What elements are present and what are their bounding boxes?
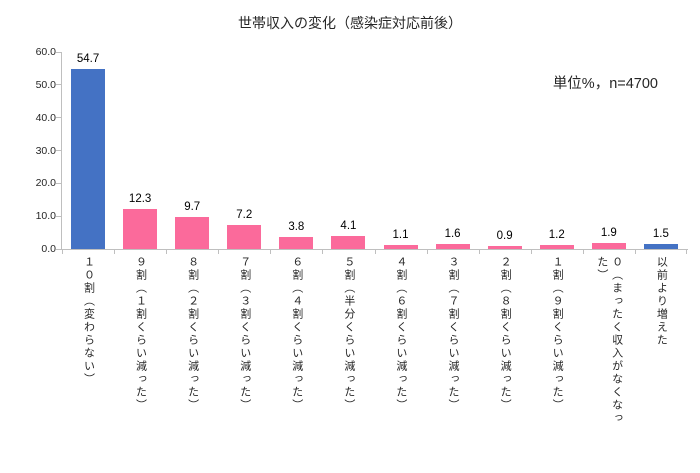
bar-slot: 1.9 — [583, 52, 635, 249]
category-cell: ２割（８割くらい減った） — [479, 256, 531, 466]
y-axis-tick-label: 30.0 — [35, 144, 56, 157]
bar-value-label: 1.6 — [444, 228, 461, 240]
bar — [123, 209, 158, 249]
category-label: ７割（３割くらい減った） — [238, 256, 251, 412]
bar-value-label: 0.9 — [496, 230, 513, 242]
bar-value-label: 1.9 — [600, 227, 617, 239]
category-axis-labels: １０割（変わらない） ９割（１割くらい減った） ８割（２割くらい減った） ７割（３割く… — [62, 256, 687, 466]
x-axis-tick — [218, 250, 219, 254]
y-axis-tick — [56, 248, 61, 250]
category-label: １０割（変わらない） — [82, 256, 95, 386]
category-cell: ９割（１割くらい減った） — [114, 256, 166, 466]
bar-slot: 9.7 — [166, 52, 218, 249]
y-axis-tick-label: 50.0 — [35, 78, 56, 91]
bar-slot: 3.8 — [270, 52, 322, 249]
y-axis-tick-label: 10.0 — [35, 210, 56, 223]
x-axis-tick — [375, 250, 376, 254]
bar-slot: 7.2 — [218, 52, 270, 249]
bar — [227, 225, 262, 249]
category-label: ２割（８割くらい減った） — [499, 256, 512, 412]
bar-value-label: 12.3 — [128, 193, 152, 205]
x-axis-tick — [583, 250, 584, 254]
category-cell: １０割（変わらない） — [62, 256, 114, 466]
bar-value-label: 3.8 — [288, 221, 305, 233]
x-axis-tick — [686, 250, 687, 254]
y-axis-tick-label: 20.0 — [35, 177, 56, 190]
chart-title: 世帯収入の変化（感染症対応前後） — [238, 15, 462, 31]
bar-value-label: 1.2 — [548, 229, 565, 241]
bar-slot: 1.2 — [531, 52, 583, 249]
bar — [643, 244, 678, 249]
bar — [539, 245, 574, 249]
x-axis-tick — [322, 250, 323, 254]
x-axis-tick — [62, 250, 63, 254]
plot-area: 54.7 12.3 9.7 7.2 3.8 4.1 1.1 1.6 0.9 1.2 1.9 1.5 0… — [36, 46, 688, 255]
category-cell: １割（９割くらい減った） — [531, 256, 583, 466]
y-axis-tick — [56, 215, 61, 217]
bar-slot: 54.7 — [62, 52, 114, 249]
category-cell: 以前より増えた — [635, 256, 687, 466]
x-axis-tick — [635, 250, 636, 254]
y-axis-line — [61, 52, 62, 250]
bar — [71, 69, 106, 249]
bar-slot: 4.1 — [322, 52, 374, 249]
category-label: ９割（１割くらい減った） — [134, 256, 147, 412]
bar — [435, 244, 470, 249]
y-axis-tick-label: 40.0 — [35, 111, 56, 124]
category-label: １割（９割くらい減った） — [551, 256, 564, 412]
y-axis-tick — [56, 84, 61, 86]
y-axis-tick — [56, 117, 61, 119]
x-axis-tick — [479, 250, 480, 254]
bars-container: 54.7 12.3 9.7 7.2 3.8 4.1 1.1 1.6 0.9 1.2 1.9 1.5 — [62, 52, 687, 249]
bar-slot: 0.9 — [479, 52, 531, 249]
category-label: ４割（６割くらい減った） — [394, 256, 407, 412]
x-axis-tick — [270, 250, 271, 254]
category-cell: ６割（４割くらい減った） — [270, 256, 322, 466]
category-label: ５割（半分くらい減った） — [342, 256, 355, 412]
bar — [331, 236, 366, 249]
bar — [383, 245, 418, 249]
chart-units-annotation: 単位%，n=4700 — [552, 76, 658, 92]
x-axis-line — [61, 249, 688, 250]
bar-slot: 12.3 — [114, 52, 166, 249]
bar-value-label: 1.5 — [652, 228, 669, 240]
category-label: ３割（７割くらい減った） — [447, 256, 459, 412]
category-cell: ８割（２割くらい減った） — [166, 256, 218, 466]
y-axis-tick-label: 0.0 — [41, 243, 56, 255]
x-axis-tick — [427, 250, 428, 254]
y-axis-tick — [56, 182, 61, 184]
bar — [279, 237, 314, 249]
bar-value-label: 7.2 — [236, 209, 253, 221]
bar — [175, 217, 210, 249]
bar-value-label: 4.1 — [340, 220, 357, 232]
bar — [487, 246, 522, 249]
x-axis-tick — [531, 250, 532, 254]
bar-value-label: 1.1 — [392, 229, 409, 241]
x-axis-tick — [114, 250, 115, 254]
category-label: ８割（２割くらい減った） — [186, 256, 199, 412]
category-label: ０（まったく収入がなくなった） — [595, 256, 623, 425]
category-cell: ７割（３割くらい減った） — [218, 256, 270, 466]
bar-value-label: 9.7 — [184, 201, 201, 213]
category-cell: ３割（７割くらい減った） — [427, 256, 479, 466]
category-cell: ０（まったく収入がなくなった） — [583, 256, 635, 466]
bar — [591, 243, 626, 249]
category-cell: ５割（半分くらい減った） — [322, 256, 374, 466]
y-axis-tick-label: 60.0 — [35, 46, 56, 58]
bar-slot: 1.1 — [374, 52, 426, 249]
category-label: ６割（４割くらい減った） — [290, 256, 303, 412]
bar-slot: 1.5 — [635, 52, 687, 249]
bar-value-label: 54.7 — [76, 53, 100, 65]
category-label: 以前より増えた — [655, 256, 668, 347]
bar-slot: 1.6 — [427, 52, 479, 249]
x-axis-tick — [166, 250, 167, 254]
y-axis-tick — [56, 150, 61, 151]
y-axis-tick — [56, 51, 61, 53]
category-cell: ４割（６割くらい減った） — [374, 256, 426, 466]
